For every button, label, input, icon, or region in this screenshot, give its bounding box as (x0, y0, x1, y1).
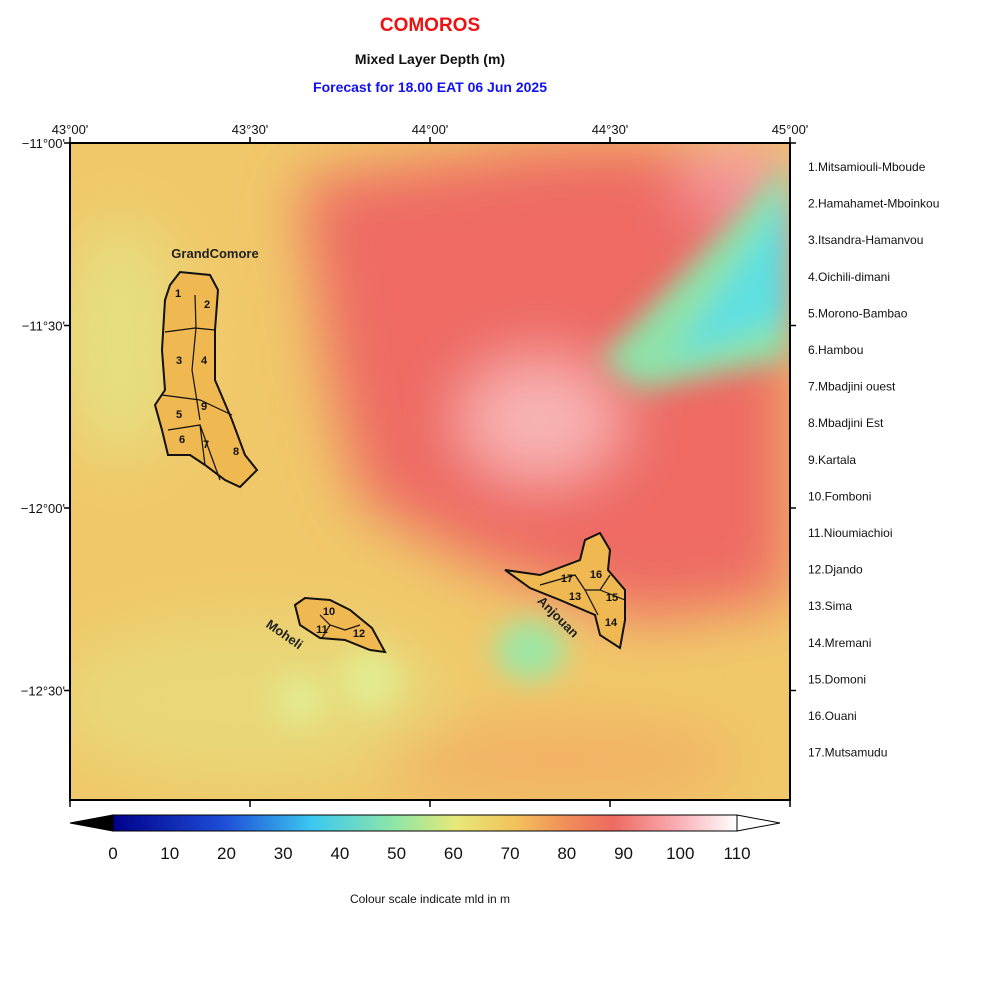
region-number: 15 (606, 592, 618, 604)
lon-tick-label: 45°00' (772, 122, 809, 137)
lat-tick-label: −11°30' (22, 319, 65, 334)
lat-tick-label: −11°00' (22, 136, 65, 151)
region-number: 5 (176, 409, 182, 421)
colorbar-tick-label: 100 (666, 844, 694, 863)
legend-item: 14.Mremani (808, 636, 871, 650)
legend-item: 15.Domoni (808, 672, 866, 686)
colorbar-over (736, 814, 781, 832)
colorbar-tick-label: 10 (160, 844, 179, 863)
region-number: 6 (179, 434, 185, 446)
legend-item: 2.Hamahamet-Mboinkou (808, 197, 939, 211)
legend-item: 12.Djando (808, 563, 863, 577)
colorbar-tick-label: 40 (330, 844, 349, 863)
region-number: 9 (201, 401, 207, 413)
grand-comore-shape (153, 270, 259, 489)
legend-item: 17.Mutsamudu (808, 746, 887, 760)
colorbar-tick-label: 0 (108, 844, 117, 863)
region-number: 12 (353, 628, 365, 640)
region-number: 2 (204, 299, 210, 311)
legend-item: 13.Sima (808, 599, 852, 613)
anjouan-shape (504, 531, 626, 650)
legend-item: 4.Oichili-dimani (808, 270, 890, 284)
legend-item: 16.Ouani (808, 709, 857, 723)
colorbar-tick-label: 60 (444, 844, 463, 863)
region-number: 7 (203, 439, 209, 451)
region-number: 14 (605, 617, 618, 629)
moheli-shape (293, 596, 387, 654)
region-number: 13 (569, 591, 581, 603)
colorbar-tick-label: 90 (614, 844, 633, 863)
lon-tick-label: 43°30' (232, 122, 269, 137)
region-number: 3 (176, 355, 182, 367)
legend-item: 6.Hambou (808, 343, 863, 357)
region-number: 16 (590, 569, 602, 581)
region-number: 4 (201, 355, 208, 367)
heat-field (70, 143, 790, 800)
colorbar-tick-label: 70 (501, 844, 520, 863)
lon-tick-label: 43°00' (52, 122, 89, 137)
colorbar-tick-label: 20 (217, 844, 236, 863)
legend-item: 8.Mbadjini Est (808, 416, 884, 430)
region-borders (161, 294, 626, 639)
colorbar-under (69, 814, 114, 832)
lat-tick-label: −12°30' (21, 684, 65, 699)
legend-item: 1.Mitsamiouli-Mboude (808, 160, 926, 174)
colorbar-tick-label: 110 (723, 844, 750, 863)
subtitle: Mixed Layer Depth (m) (355, 51, 505, 67)
colorbar-caption: Colour scale indicate mld in m (350, 892, 510, 906)
legend-item: 3.Itsandra-Hamanvou (808, 233, 923, 247)
colorbar (112, 814, 738, 832)
island-label: GrandComore (171, 246, 258, 261)
islands (153, 270, 626, 654)
legend-item: 10.Fomboni (808, 489, 871, 503)
legend-item: 7.Mbadjini ouest (808, 380, 896, 394)
colorbar-tick-label: 50 (387, 844, 406, 863)
legend-item: 9.Kartala (808, 453, 856, 467)
title: COMOROS (380, 15, 480, 36)
lat-tick-label: −12°00' (21, 501, 65, 516)
region-number: 1 (175, 288, 181, 300)
legend-item: 5.Morono-Bambao (808, 306, 908, 320)
region-number: 8 (233, 446, 239, 458)
lon-tick-label: 44°00' (412, 122, 449, 137)
lon-tick-label: 44°30' (592, 122, 629, 137)
colorbar-tick-label: 80 (557, 844, 576, 863)
region-number: 17 (561, 573, 573, 585)
region-number: 10 (323, 606, 335, 618)
legend-item: 11.Nioumiachioi (808, 526, 893, 540)
colorbar-tick-label: 30 (274, 844, 293, 863)
forecast-line: Forecast for 18.00 EAT 06 Jun 2025 (313, 79, 547, 95)
region-number: 11 (316, 624, 328, 636)
